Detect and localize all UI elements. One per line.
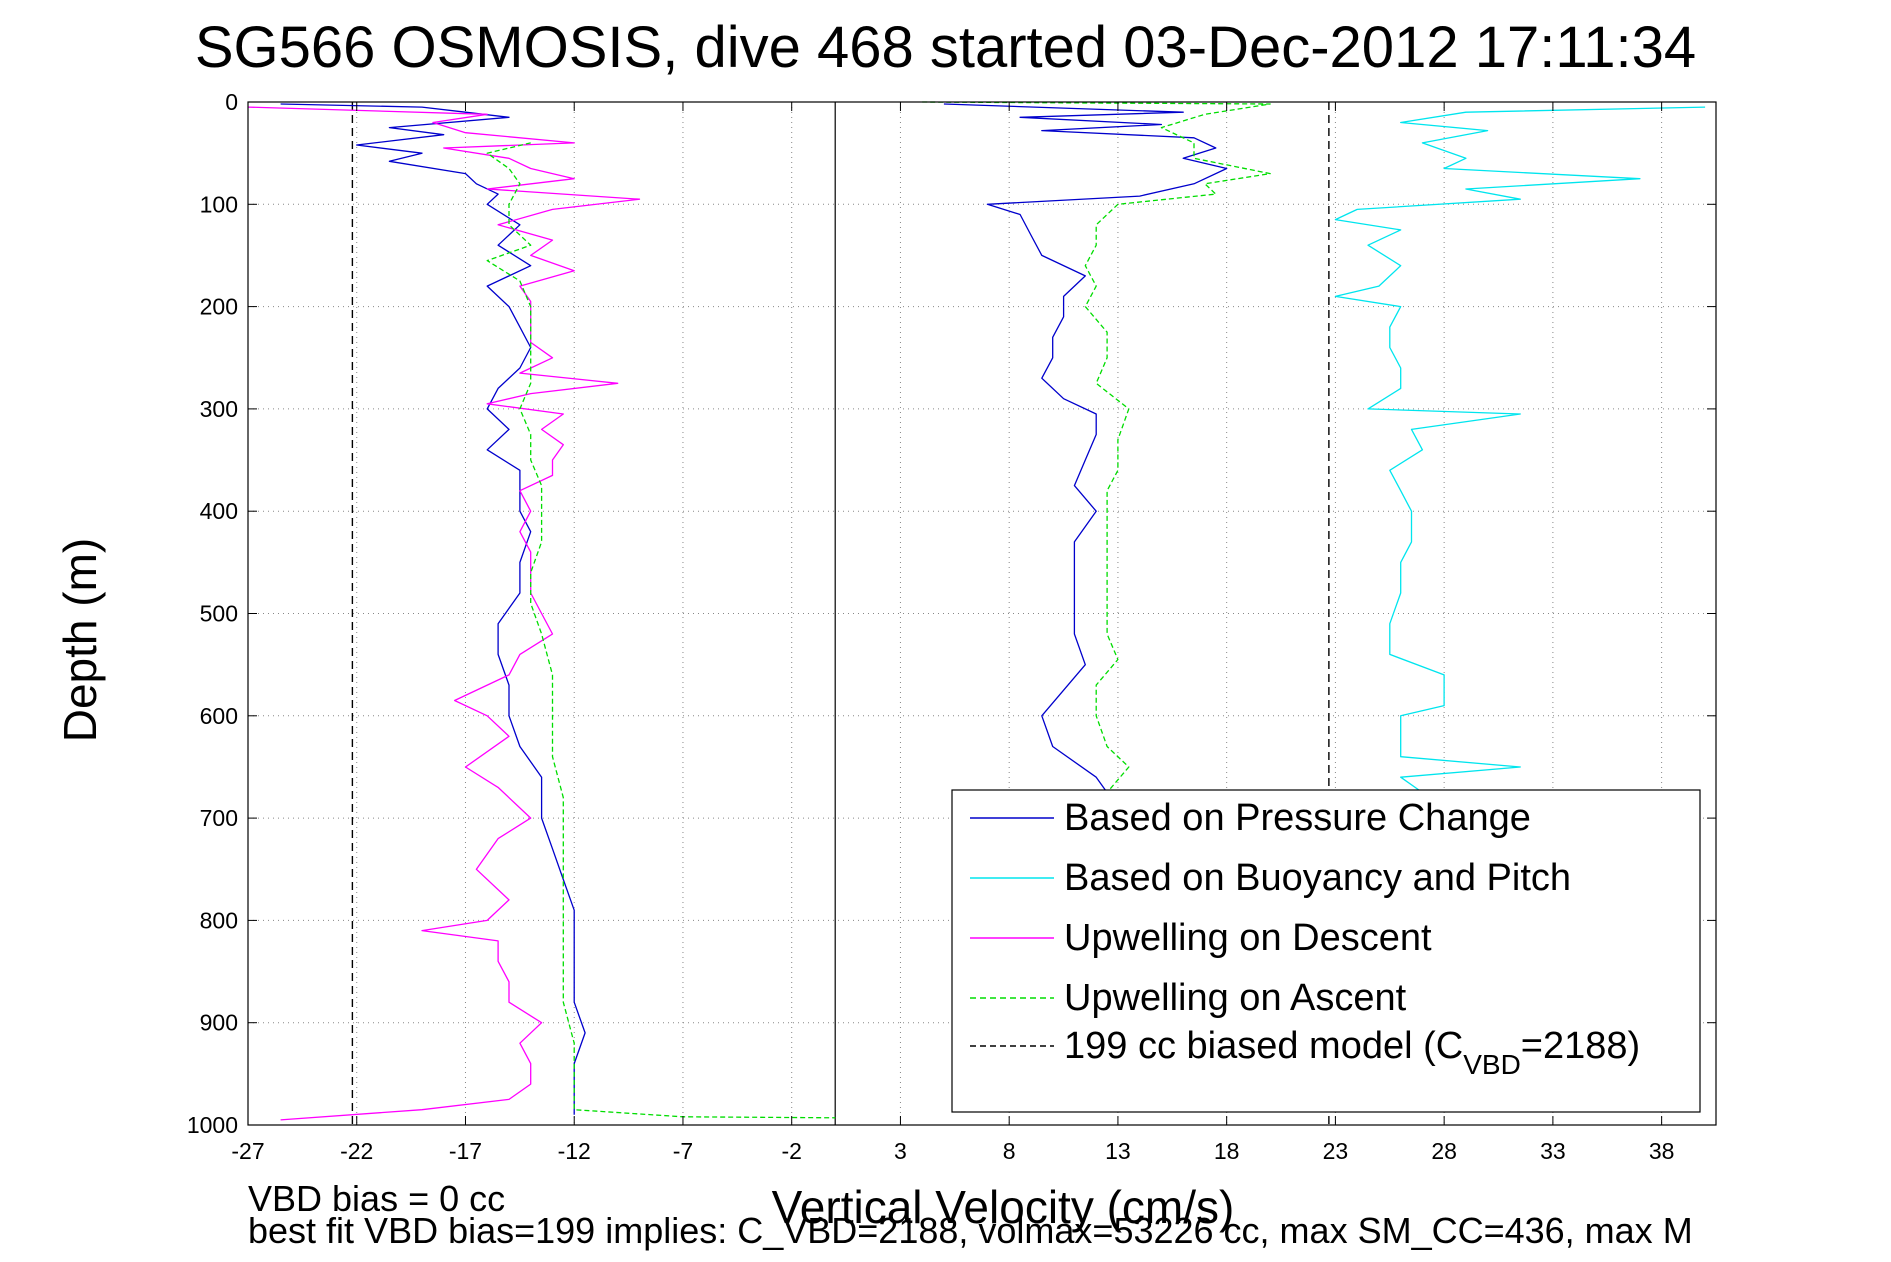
chart-title: SG566 OSMOSIS, dive 468 started 03-Dec-2… xyxy=(194,15,1697,80)
legend-label-pressure: Based on Pressure Change xyxy=(1064,797,1531,839)
x-axis-label: Vertical Velocity (cm/s) xyxy=(771,1181,1235,1233)
legend-label-buoyancy: Based on Buoyancy and Pitch xyxy=(1064,857,1571,899)
y-tick-label: 100 xyxy=(200,191,238,217)
x-tick-label: -27 xyxy=(231,1138,264,1164)
x-tick-label: 38 xyxy=(1649,1138,1675,1164)
legend-label-model: 199 cc biased model (CVBD=2188) xyxy=(1064,1025,1640,1080)
y-tick-label: 1000 xyxy=(187,1112,238,1138)
y-tick-label: 500 xyxy=(200,601,238,627)
vbd-bias-note: VBD bias = 0 cc xyxy=(248,1178,506,1219)
y-tick-label: 300 xyxy=(200,396,238,422)
x-tick-label: 18 xyxy=(1214,1138,1240,1164)
y-tick-label: 800 xyxy=(200,907,238,933)
x-tick-label: -2 xyxy=(781,1138,801,1164)
series-line-upwell_ascent xyxy=(922,101,1271,793)
x-tick-label: 13 xyxy=(1105,1138,1131,1164)
series-line-buoyancy xyxy=(1334,106,1706,794)
x-tick-label: 33 xyxy=(1540,1138,1566,1164)
best-fit-note: best fit VBD bias=199 implies: C_VBD=218… xyxy=(248,1210,1693,1251)
x-tick-label: -7 xyxy=(673,1138,693,1164)
y-tick-label: 700 xyxy=(200,805,238,831)
y-tick-label: 400 xyxy=(200,498,238,524)
y-tick-label: 900 xyxy=(200,1010,238,1036)
y-tick-label: 600 xyxy=(200,703,238,729)
series-line-upwell_descent xyxy=(247,106,641,1121)
series-line-pressure xyxy=(943,103,1228,793)
x-tick-label: 23 xyxy=(1323,1138,1349,1164)
legend-box xyxy=(951,789,1701,1113)
x-tick-label: -22 xyxy=(340,1138,373,1164)
y-tick-label: 200 xyxy=(200,294,238,320)
legend-label-upwell_descent: Upwelling on Descent xyxy=(1064,917,1432,959)
x-tick-label: -17 xyxy=(449,1138,482,1164)
x-tick-label: 28 xyxy=(1431,1138,1457,1164)
x-tick-label: 3 xyxy=(894,1138,907,1164)
legend-label-upwell_ascent: Upwelling on Ascent xyxy=(1064,977,1407,1019)
series-line-pressure xyxy=(280,103,586,1115)
x-tick-label: -12 xyxy=(558,1138,591,1164)
x-tick-label: 8 xyxy=(1003,1138,1016,1164)
y-tick-label: 0 xyxy=(225,89,238,115)
